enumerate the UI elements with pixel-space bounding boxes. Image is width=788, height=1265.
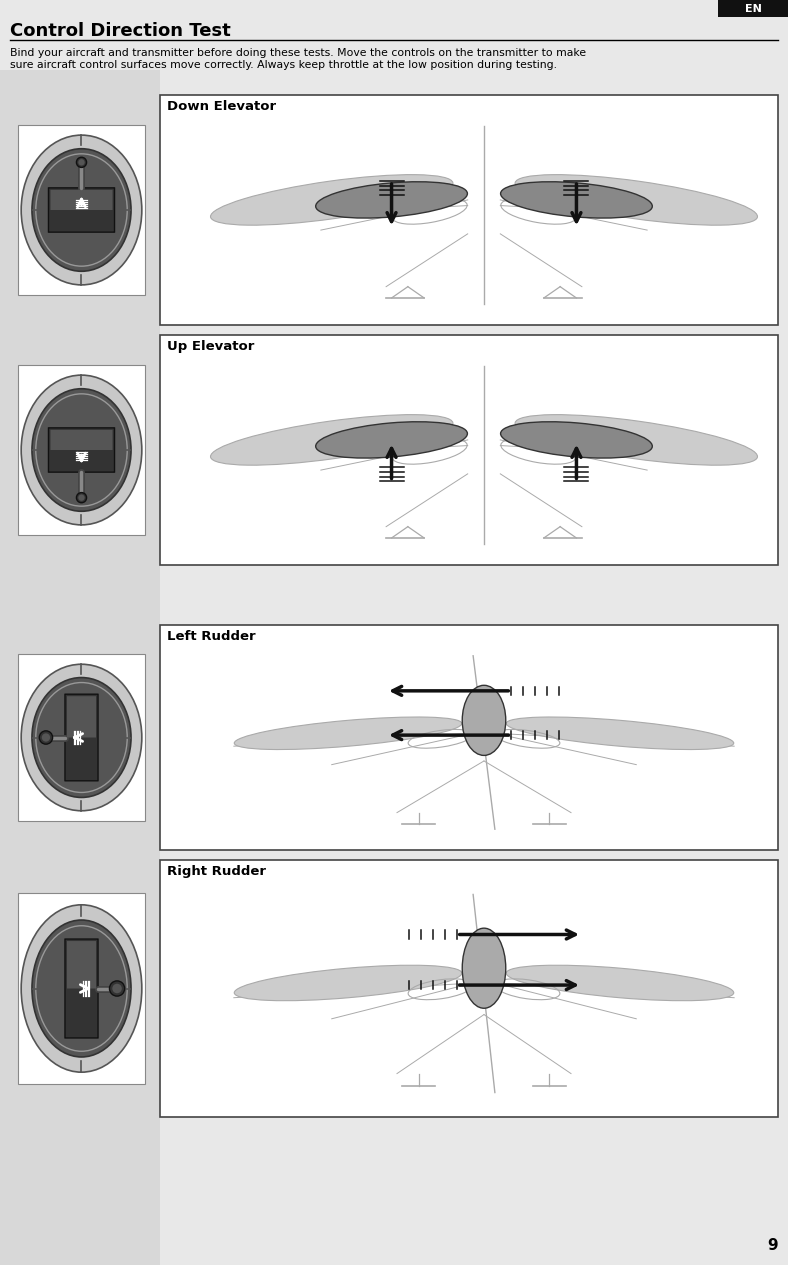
FancyBboxPatch shape bbox=[48, 428, 114, 472]
Ellipse shape bbox=[500, 182, 652, 218]
Text: Down Elevator: Down Elevator bbox=[167, 100, 276, 113]
Text: EN: EN bbox=[745, 4, 761, 14]
Ellipse shape bbox=[234, 717, 462, 750]
Ellipse shape bbox=[78, 495, 84, 501]
Ellipse shape bbox=[316, 421, 467, 458]
Ellipse shape bbox=[39, 731, 53, 744]
Text: 9: 9 bbox=[768, 1238, 778, 1254]
Ellipse shape bbox=[32, 149, 131, 271]
FancyBboxPatch shape bbox=[65, 939, 98, 1039]
Ellipse shape bbox=[21, 664, 142, 811]
Ellipse shape bbox=[463, 929, 506, 1008]
FancyBboxPatch shape bbox=[67, 941, 96, 988]
Text: Bind your aircraft and transmitter before doing these tests. Move the controls o: Bind your aircraft and transmitter befor… bbox=[10, 48, 586, 58]
FancyBboxPatch shape bbox=[50, 430, 113, 450]
Ellipse shape bbox=[210, 175, 453, 225]
FancyBboxPatch shape bbox=[67, 696, 96, 737]
Bar bbox=[160, 860, 778, 1117]
Ellipse shape bbox=[110, 980, 125, 996]
Ellipse shape bbox=[316, 182, 467, 218]
Ellipse shape bbox=[463, 686, 506, 755]
Text: Up Elevator: Up Elevator bbox=[167, 340, 255, 353]
Bar bbox=[18, 125, 145, 295]
Ellipse shape bbox=[500, 421, 652, 458]
Ellipse shape bbox=[210, 415, 453, 466]
Ellipse shape bbox=[32, 920, 131, 1058]
Bar bbox=[160, 625, 778, 850]
Bar bbox=[160, 335, 778, 565]
Ellipse shape bbox=[76, 157, 87, 167]
Ellipse shape bbox=[76, 492, 87, 502]
Ellipse shape bbox=[506, 965, 734, 1001]
Ellipse shape bbox=[515, 175, 757, 225]
Ellipse shape bbox=[21, 904, 142, 1073]
Text: Right Rudder: Right Rudder bbox=[167, 865, 266, 878]
Bar bbox=[0, 70, 160, 1265]
Ellipse shape bbox=[21, 135, 142, 285]
FancyBboxPatch shape bbox=[65, 694, 98, 781]
Ellipse shape bbox=[515, 415, 757, 466]
Ellipse shape bbox=[42, 734, 50, 741]
Ellipse shape bbox=[234, 965, 462, 1001]
Bar bbox=[18, 364, 145, 535]
Text: Control Direction Test: Control Direction Test bbox=[10, 22, 231, 40]
Ellipse shape bbox=[78, 159, 84, 166]
FancyBboxPatch shape bbox=[50, 190, 113, 210]
Bar bbox=[160, 95, 778, 325]
Text: Left Rudder: Left Rudder bbox=[167, 630, 255, 643]
Ellipse shape bbox=[21, 376, 142, 525]
Ellipse shape bbox=[506, 717, 734, 750]
Ellipse shape bbox=[113, 984, 122, 993]
Bar bbox=[18, 893, 145, 1084]
Text: sure aircraft control surfaces move correctly. Always keep throttle at the low p: sure aircraft control surfaces move corr… bbox=[10, 59, 557, 70]
Ellipse shape bbox=[32, 388, 131, 511]
FancyBboxPatch shape bbox=[48, 188, 114, 233]
Bar bbox=[18, 654, 145, 821]
Ellipse shape bbox=[32, 678, 131, 797]
Bar bbox=[718, 0, 788, 16]
